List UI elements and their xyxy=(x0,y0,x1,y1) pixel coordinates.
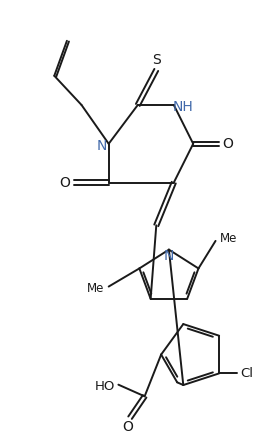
Text: O: O xyxy=(123,420,134,433)
Text: O: O xyxy=(223,137,234,151)
Text: S: S xyxy=(152,53,161,67)
Text: NH: NH xyxy=(172,100,193,114)
Text: Cl: Cl xyxy=(240,367,253,380)
Text: N: N xyxy=(97,139,107,153)
Text: HO: HO xyxy=(95,380,115,393)
Text: Me: Me xyxy=(219,233,237,246)
Text: O: O xyxy=(60,176,70,190)
Text: N: N xyxy=(164,249,174,263)
Text: Me: Me xyxy=(87,282,105,295)
